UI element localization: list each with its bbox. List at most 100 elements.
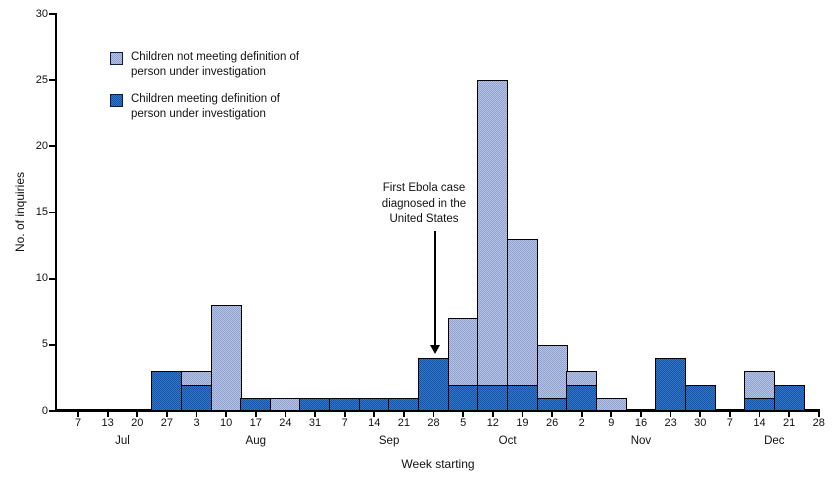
bar-segment-not_meeting-17 xyxy=(566,371,598,387)
x-tick xyxy=(254,411,257,418)
x-tick-label: 7 xyxy=(726,417,733,429)
annotation-arrow-head-icon xyxy=(429,345,440,355)
y-tick xyxy=(49,343,55,346)
legend-label: Children not meeting definition of person… xyxy=(131,51,300,78)
legend: Children not meeting definition of person… xyxy=(110,50,299,134)
x-tick-label: 19 xyxy=(516,417,529,429)
x-tick xyxy=(136,411,139,418)
bar-segment-not_meeting-5 xyxy=(210,305,242,411)
x-tick-label: 14 xyxy=(753,417,766,429)
x-tick-label: 10 xyxy=(220,417,233,429)
y-tick-label: 15 xyxy=(35,206,48,218)
x-tick xyxy=(462,411,465,418)
bar-segment-meeting-4 xyxy=(180,384,213,411)
x-axis-title: Week starting xyxy=(401,457,475,471)
x-tick-label: 21 xyxy=(397,417,411,429)
y-tick-label: 20 xyxy=(35,139,48,152)
bar-segment-not_meeting-4 xyxy=(180,371,213,387)
month-label: Jul xyxy=(115,435,130,447)
y-tick-label: 25 xyxy=(35,73,48,86)
bar-segment-meeting-20 xyxy=(655,358,687,411)
y-tick xyxy=(49,79,55,82)
y-tick-label: 5 xyxy=(41,338,48,351)
bar-segment-meeting-21 xyxy=(684,384,716,411)
legend-swatch-meeting-icon xyxy=(110,94,123,107)
x-tick-label: 17 xyxy=(249,417,262,429)
month-label: Aug xyxy=(245,435,266,447)
x-tick-label: 23 xyxy=(664,417,677,429)
x-tick xyxy=(373,411,376,418)
legend-entry: Children not meeting definition of person… xyxy=(110,50,299,80)
bar-segment-meeting-11 xyxy=(388,397,420,411)
x-tick xyxy=(610,411,613,418)
x-tick-label: 28 xyxy=(427,417,440,429)
x-tick xyxy=(284,411,287,418)
y-tick xyxy=(49,13,55,15)
x-tick-label: 12 xyxy=(486,417,499,429)
month-label: Sep xyxy=(378,435,400,447)
x-tick-label: 3 xyxy=(193,417,200,429)
bar-segment-not_meeting-7 xyxy=(269,397,301,411)
y-tick xyxy=(49,145,55,148)
x-tick xyxy=(165,411,168,418)
x-tick xyxy=(728,411,731,418)
x-tick-label: 27 xyxy=(160,417,173,429)
legend-label: Children meeting definition of person und… xyxy=(131,93,280,120)
bar-segment-meeting-23 xyxy=(743,397,776,411)
x-tick-label: 20 xyxy=(131,417,144,429)
x-tick xyxy=(343,411,346,418)
x-tick xyxy=(432,411,435,418)
x-tick-label: 13 xyxy=(101,417,114,429)
bar-segment-not_meeting-15 xyxy=(506,238,538,387)
x-tick-label: 16 xyxy=(634,417,648,429)
bar-segment-meeting-6 xyxy=(240,397,272,411)
x-tick-label: 30 xyxy=(694,417,707,429)
y-tick xyxy=(49,211,55,214)
x-tick xyxy=(77,411,79,418)
x-tick-label: 31 xyxy=(308,417,322,429)
x-tick xyxy=(580,411,583,418)
bar-segment-meeting-14 xyxy=(477,384,509,411)
bar-segment-meeting-24 xyxy=(773,384,805,411)
x-tick xyxy=(788,411,791,418)
bar-segment-meeting-17 xyxy=(566,384,598,411)
x-tick xyxy=(314,411,316,418)
x-tick-label: 9 xyxy=(608,417,615,429)
bar-segment-not_meeting-23 xyxy=(743,371,776,400)
x-tick-label: 14 xyxy=(368,417,381,429)
bar-segment-not_meeting-16 xyxy=(536,344,568,400)
x-tick-label: 21 xyxy=(782,417,796,429)
x-tick xyxy=(640,411,642,418)
x-tick-label: 7 xyxy=(341,417,348,429)
bar-segment-meeting-8 xyxy=(299,397,331,411)
annotation-text: First Ebola case diagnosed in the United S… xyxy=(381,182,467,225)
bar-segment-not_meeting-18 xyxy=(595,397,627,411)
bar-segment-meeting-13 xyxy=(447,384,479,411)
x-tick-label: 26 xyxy=(545,417,559,429)
bar-segment-meeting-3 xyxy=(151,371,183,411)
month-label: Dec xyxy=(764,435,785,447)
x-tick xyxy=(403,411,405,418)
x-tick-label: 5 xyxy=(460,417,467,429)
y-tick-label: 0 xyxy=(41,404,48,417)
bar-segment-meeting-10 xyxy=(358,397,390,411)
x-tick xyxy=(669,411,672,418)
bar-segment-not_meeting-14 xyxy=(477,80,509,387)
legend-entry: Children meeting definition of person und… xyxy=(110,92,299,122)
x-tick xyxy=(551,411,553,418)
annotation-arrow-line xyxy=(433,231,436,346)
x-tick xyxy=(521,411,524,418)
bar-segment-meeting-9 xyxy=(329,397,361,411)
bar-segment-meeting-12 xyxy=(417,358,450,411)
x-tick-label: 28 xyxy=(812,417,825,429)
x-tick xyxy=(758,411,761,418)
x-tick xyxy=(699,411,702,418)
y-tick-label: 30 xyxy=(35,7,48,20)
bar-segment-meeting-15 xyxy=(506,384,538,411)
bar-segment-not_meeting-13 xyxy=(447,318,479,387)
y-tick-label: 10 xyxy=(35,272,48,285)
y-tick xyxy=(49,410,55,412)
x-tick-label: 24 xyxy=(279,417,292,429)
x-tick xyxy=(491,411,494,418)
